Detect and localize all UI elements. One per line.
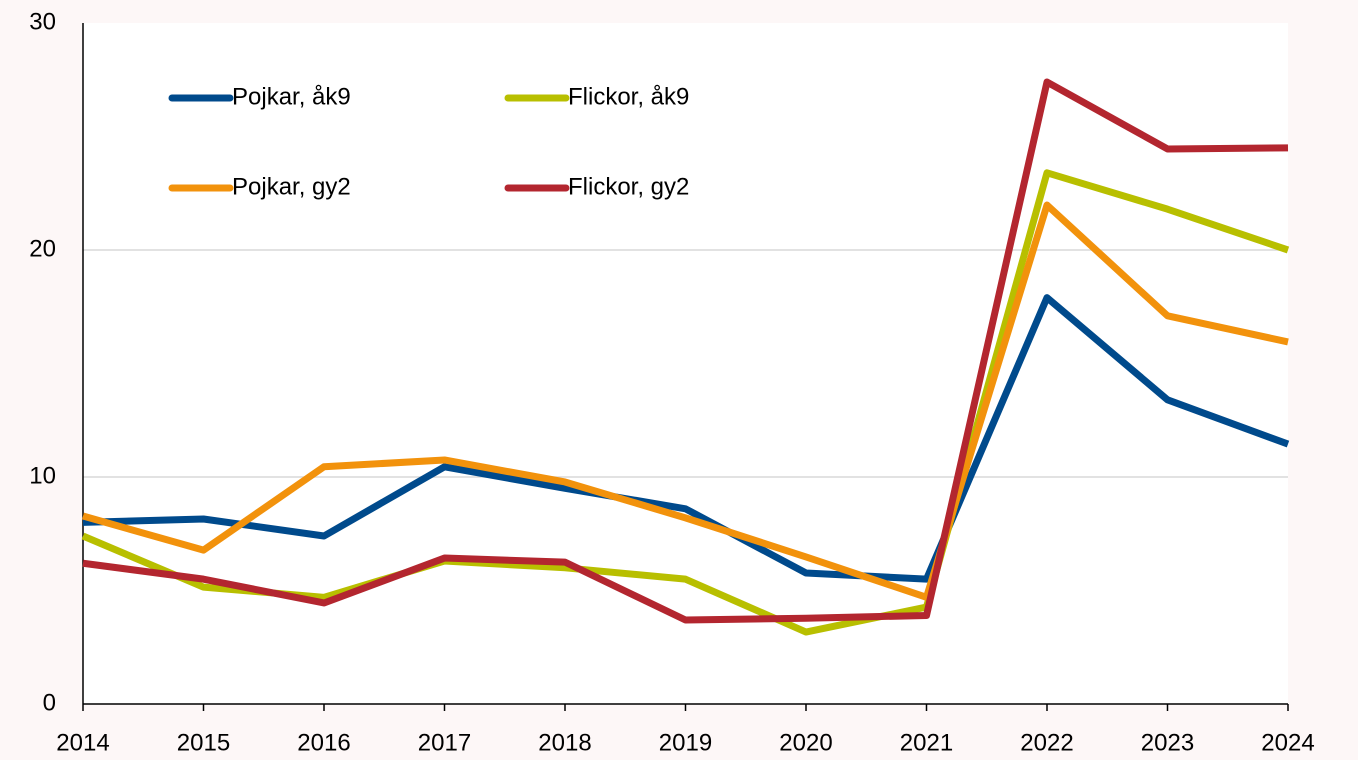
series-line bbox=[82, 201, 1289, 601]
legend-label: Pojkar, gy2 bbox=[232, 173, 351, 200]
x-tick-label: 2019 bbox=[659, 729, 712, 756]
x-tick-label: 2014 bbox=[56, 729, 109, 756]
series-line bbox=[82, 294, 1290, 583]
x-tick-label: 2023 bbox=[1141, 729, 1194, 756]
x-tick-label: 2020 bbox=[779, 729, 832, 756]
legend-label: Pojkar, åk9 bbox=[232, 83, 351, 110]
x-tick-label: 2015 bbox=[177, 729, 230, 756]
x-tick-label: 2024 bbox=[1261, 729, 1314, 756]
legend-label: Flickor, åk9 bbox=[568, 83, 689, 110]
y-tick-label: 30 bbox=[29, 8, 56, 35]
y-tick-label: 0 bbox=[43, 689, 56, 716]
x-tick-label: 2021 bbox=[900, 729, 953, 756]
x-tick-label: 2022 bbox=[1020, 729, 1073, 756]
legend-label: Flickor, gy2 bbox=[568, 173, 689, 200]
x-tick-label: 2017 bbox=[418, 729, 471, 756]
series-line bbox=[82, 78, 1289, 624]
y-tick-label: 10 bbox=[29, 462, 56, 489]
plot-area bbox=[83, 23, 1288, 704]
x-tick-label: 2018 bbox=[538, 729, 591, 756]
x-tick-label: 2016 bbox=[297, 729, 350, 756]
y-tick-label: 20 bbox=[29, 235, 56, 262]
